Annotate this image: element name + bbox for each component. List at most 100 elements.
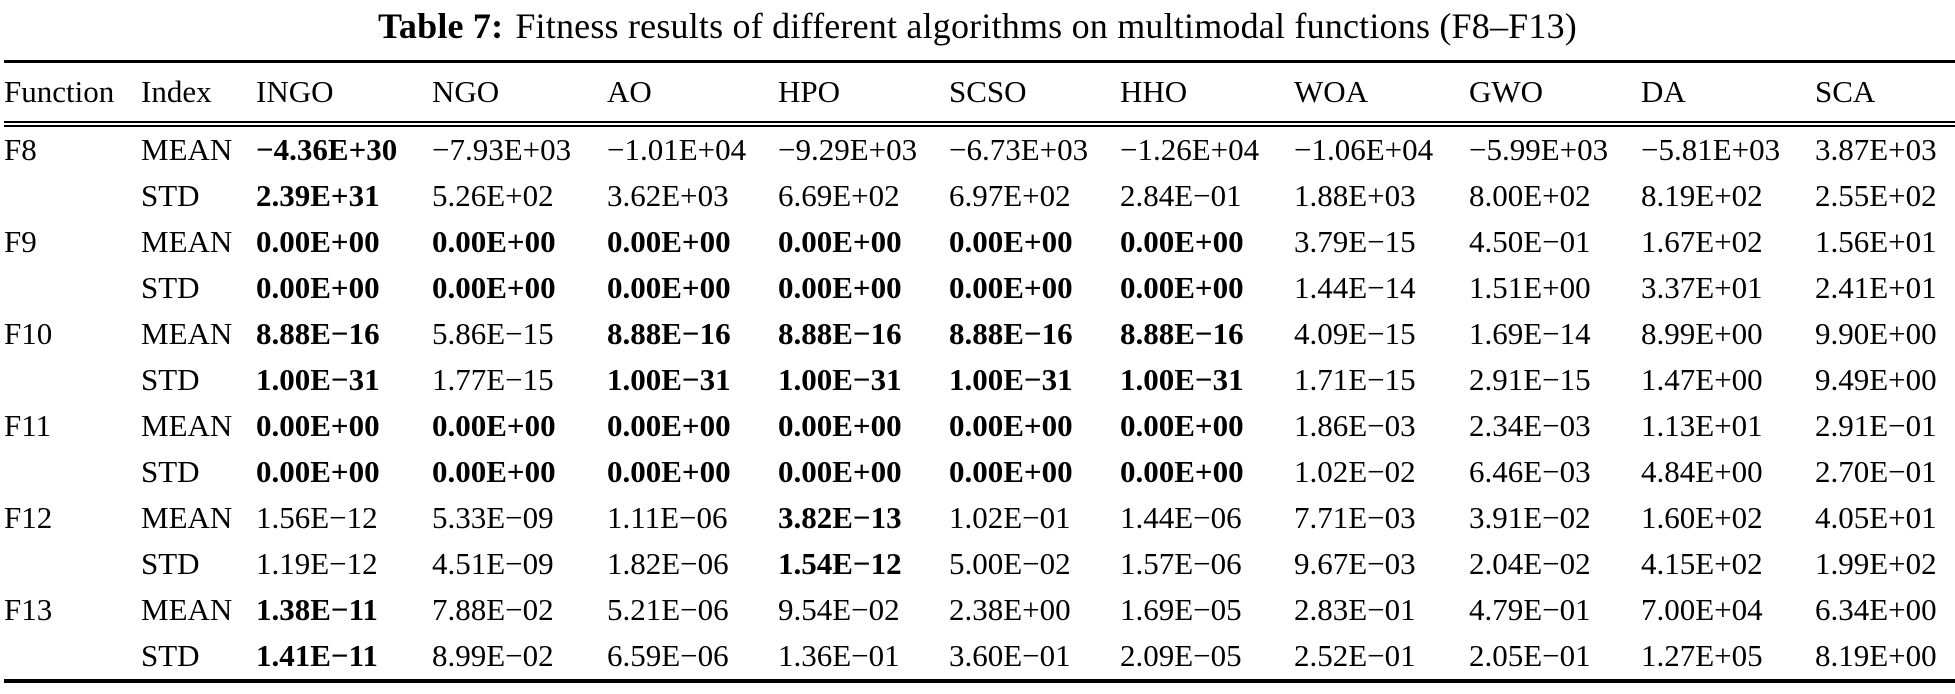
- table-row: F11 MEAN 0.00E+00 0.00E+00 0.00E+00 0.00E+00 0…: [4, 403, 1955, 449]
- index-cell: MEAN: [141, 408, 233, 443]
- index-cell: MEAN: [141, 592, 233, 627]
- value-cell: 2.34E−03: [1469, 408, 1591, 443]
- value-cell: 1.36E−01: [778, 638, 900, 673]
- value-cell: 1.19E−12: [256, 546, 378, 581]
- value-cell: 5.00E−02: [949, 546, 1071, 581]
- value-cell: 1.86E−03: [1294, 408, 1416, 443]
- value-cell: 2.09E−05: [1120, 638, 1242, 673]
- value-cell: 5.33E−09: [432, 500, 554, 535]
- value-cell: 0.00E+00: [949, 408, 1073, 443]
- value-cell: 3.87E+03: [1815, 132, 1937, 167]
- value-cell: 1.71E−15: [1294, 362, 1416, 397]
- table-body: F8 MEAN −4.36E+30 −7.93E+03 −1.01E+04 −9.29E+…: [4, 124, 1955, 681]
- table-caption: Table 7: Fitness results of different alg…: [0, 0, 1955, 47]
- value-cell: 2.52E−01: [1294, 638, 1416, 673]
- table-row: STD 1.00E−31 1.77E−15 1.00E−31 1.00E−31 1.00E…: [4, 357, 1955, 403]
- value-cell: 1.67E+02: [1641, 224, 1763, 259]
- value-cell: 1.00E−31: [778, 362, 902, 397]
- index-cell: STD: [141, 270, 200, 305]
- index-cell: STD: [141, 454, 200, 489]
- value-cell: 0.00E+00: [607, 454, 731, 489]
- value-cell: 8.99E+00: [1641, 316, 1763, 351]
- function-cell: [4, 357, 141, 403]
- value-cell: 1.27E+05: [1641, 638, 1763, 673]
- value-cell: 2.91E−01: [1815, 408, 1937, 443]
- value-cell: 5.21E−06: [607, 592, 729, 627]
- value-cell: 1.99E+02: [1815, 546, 1937, 581]
- table-row: STD 0.00E+00 0.00E+00 0.00E+00 0.00E+00 0.00E…: [4, 449, 1955, 495]
- value-cell: 4.05E+01: [1815, 500, 1937, 535]
- value-cell: 1.41E−11: [256, 638, 378, 673]
- value-cell: 1.02E−02: [1294, 454, 1416, 489]
- value-cell: 7.88E−02: [432, 592, 554, 627]
- value-cell: −1.01E+04: [607, 132, 747, 167]
- table-row: F12 MEAN 1.56E−12 5.33E−09 1.11E−06 3.82E−13 1…: [4, 495, 1955, 541]
- function-cell: F13: [4, 592, 53, 627]
- function-cell: [4, 449, 141, 495]
- table-row: F10 MEAN 8.88E−16 5.86E−15 8.88E−16 8.88E−16 8…: [4, 311, 1955, 357]
- value-cell: 0.00E+00: [607, 270, 731, 305]
- table-row: STD 1.19E−12 4.51E−09 1.82E−06 1.54E−12 5.00E…: [4, 541, 1955, 587]
- value-cell: 8.99E−02: [432, 638, 554, 673]
- value-cell: 6.34E+00: [1815, 592, 1937, 627]
- value-cell: 0.00E+00: [949, 454, 1073, 489]
- index-cell: MEAN: [141, 132, 233, 167]
- value-cell: 4.50E−01: [1469, 224, 1591, 259]
- value-cell: −1.06E+04: [1294, 132, 1434, 167]
- value-cell: −6.73E+03: [949, 132, 1089, 167]
- index-cell: STD: [141, 546, 200, 581]
- index-cell: MEAN: [141, 224, 233, 259]
- value-cell: 9.49E+00: [1815, 362, 1937, 397]
- value-cell: 1.77E−15: [432, 362, 554, 397]
- value-cell: 3.79E−15: [1294, 224, 1416, 259]
- value-cell: 2.55E+02: [1815, 178, 1937, 213]
- table-row: STD 1.41E−11 8.99E−02 6.59E−06 1.36E−01 3.60E…: [4, 633, 1955, 681]
- value-cell: 5.26E+02: [432, 178, 554, 213]
- column-header-sca: SCA: [1815, 61, 1955, 127]
- value-cell: 4.09E−15: [1294, 316, 1416, 351]
- function-cell: F9: [4, 224, 37, 259]
- value-cell: 5.86E−15: [432, 316, 554, 351]
- function-cell: F10: [4, 316, 53, 351]
- value-cell: −4.36E+30: [256, 132, 398, 167]
- value-cell: 8.00E+02: [1469, 178, 1591, 213]
- value-cell: 1.00E−31: [256, 362, 380, 397]
- value-cell: 0.00E+00: [432, 270, 556, 305]
- function-cell: F12: [4, 500, 53, 535]
- value-cell: 1.47E+00: [1641, 362, 1763, 397]
- function-cell: [4, 541, 141, 587]
- value-cell: 4.84E+00: [1641, 454, 1763, 489]
- value-cell: 1.11E−06: [607, 500, 728, 535]
- value-cell: 2.83E−01: [1294, 592, 1416, 627]
- value-cell: 0.00E+00: [1120, 454, 1244, 489]
- value-cell: 0.00E+00: [256, 270, 380, 305]
- value-cell: 0.00E+00: [256, 454, 380, 489]
- value-cell: 0.00E+00: [432, 408, 556, 443]
- column-header-ao: AO: [607, 61, 778, 127]
- value-cell: −5.81E+03: [1641, 132, 1781, 167]
- value-cell: 0.00E+00: [256, 408, 380, 443]
- value-cell: 0.00E+00: [1120, 270, 1244, 305]
- value-cell: 0.00E+00: [778, 454, 902, 489]
- value-cell: 8.88E−16: [256, 316, 380, 351]
- column-header-da: DA: [1641, 61, 1815, 127]
- value-cell: −7.93E+03: [432, 132, 572, 167]
- value-cell: 9.67E−03: [1294, 546, 1416, 581]
- value-cell: 1.56E−12: [256, 500, 378, 535]
- value-cell: 2.38E+00: [949, 592, 1071, 627]
- value-cell: 8.19E+00: [1815, 638, 1937, 673]
- value-cell: −5.99E+03: [1469, 132, 1609, 167]
- column-header-ingo: INGO: [256, 61, 432, 127]
- index-cell: STD: [141, 638, 200, 673]
- column-header-hpo: HPO: [778, 61, 949, 127]
- value-cell: 1.02E−01: [949, 500, 1071, 535]
- table-head: Function Index INGO NGO AO HPO SCSO HHO WOA GWO DA…: [4, 61, 1955, 127]
- value-cell: 0.00E+00: [256, 224, 380, 259]
- table-row: F8 MEAN −4.36E+30 −7.93E+03 −1.01E+04 −9.29E+…: [4, 124, 1955, 173]
- value-cell: 1.57E−06: [1120, 546, 1242, 581]
- value-cell: 3.82E−13: [778, 500, 902, 535]
- value-cell: 8.88E−16: [1120, 316, 1244, 351]
- value-cell: 1.69E−05: [1120, 592, 1242, 627]
- value-cell: 0.00E+00: [432, 224, 556, 259]
